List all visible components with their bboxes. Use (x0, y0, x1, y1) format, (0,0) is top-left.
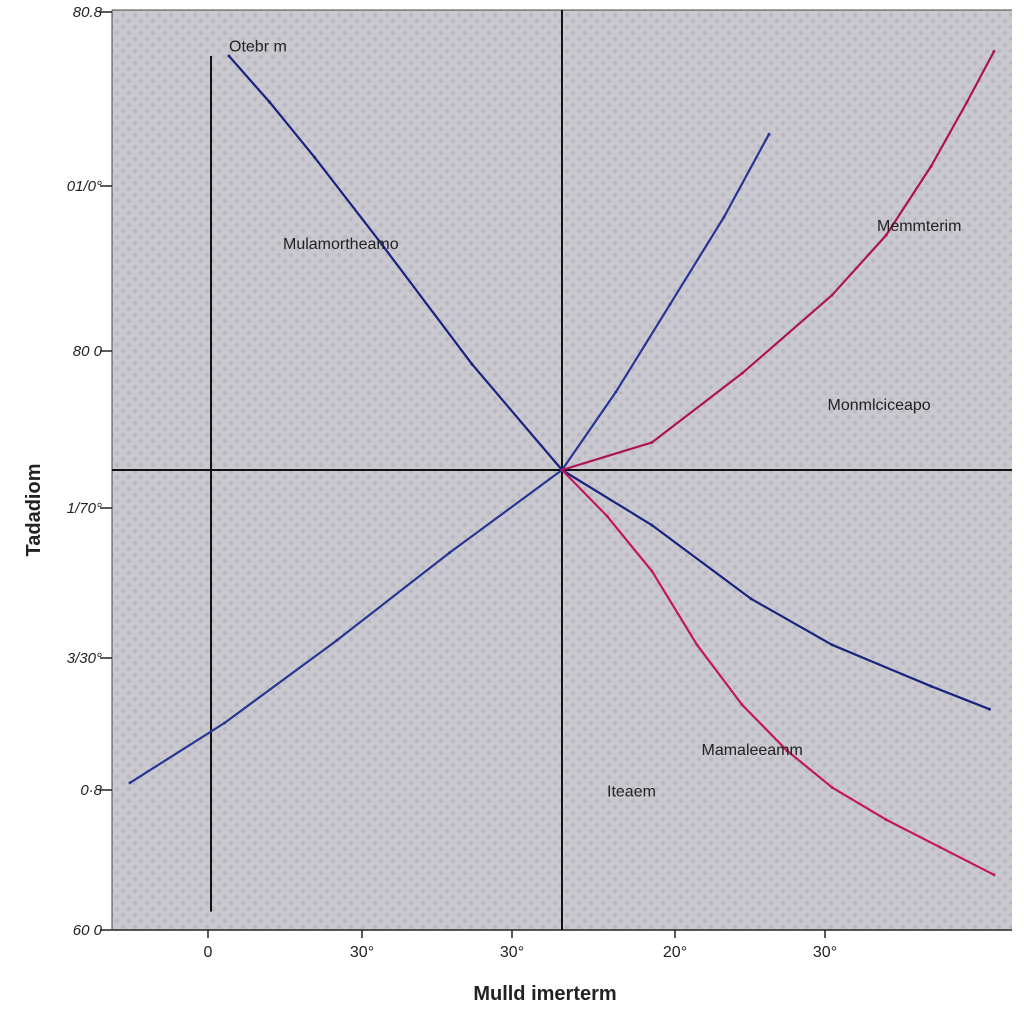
data-point (470, 362, 474, 366)
data-point (267, 100, 272, 104)
data-point (830, 293, 834, 297)
data-point (740, 371, 744, 375)
x-tick-label: 30° (500, 944, 524, 961)
annotation-label: Mulamortheamo (283, 236, 399, 253)
data-point (992, 49, 996, 54)
annotation-label: Iteaem (607, 784, 656, 801)
data-point (929, 684, 933, 688)
data-point (722, 215, 726, 219)
data-point (884, 818, 888, 822)
y-tick-label: 80 0 (73, 343, 103, 360)
data-point (222, 721, 227, 725)
data-point (380, 243, 384, 247)
x-tick-label: 20° (663, 944, 687, 961)
data-point (929, 164, 933, 168)
data-point (447, 551, 452, 555)
data-point (695, 643, 699, 647)
y-tick-label: 1/70° (67, 500, 102, 517)
data-point (650, 523, 654, 527)
data-point (614, 390, 618, 394)
data-point (560, 468, 564, 472)
data-point (987, 707, 992, 711)
data-point (992, 873, 996, 877)
annotation-label: Monmlciceapo (828, 397, 931, 414)
data-point (128, 781, 132, 785)
series-line (560, 468, 996, 876)
annotation-label: Mamaleeamm (702, 742, 803, 759)
data-point (830, 643, 834, 647)
data-point (965, 100, 969, 104)
data-point (884, 233, 888, 237)
data-point (650, 569, 654, 573)
x-tick-label: 30° (350, 944, 374, 961)
axes (100, 9, 1012, 938)
label-layer: 80.8 01/0° 80 0 1/70° 3/30° 0·8 60 0 0 30° 30° 20°… (23, 4, 961, 1005)
data-point (605, 514, 609, 518)
x-axis-title: Mulld imerterm (473, 983, 616, 1005)
y-tick-label: 01/0° (67, 178, 102, 195)
y-tick-label: 80.8 (73, 4, 103, 21)
data-point (668, 302, 672, 306)
y-axis-title: Tadadiom (23, 464, 45, 557)
data-point (785, 749, 789, 753)
x-tick-label: 30° (813, 944, 837, 961)
y-tick-label: 0·8 (80, 782, 102, 799)
annotation-label: Otebr m (229, 38, 287, 55)
data-point (335, 638, 339, 642)
annotation-label: Memmterim (877, 218, 961, 235)
data-point (749, 597, 753, 601)
series-layer (128, 49, 996, 877)
data-point (830, 785, 834, 790)
data-point (312, 155, 317, 159)
y-tick-label: 60 0 (73, 922, 103, 939)
data-point (227, 54, 231, 58)
series-line (560, 50, 996, 472)
data-point (740, 703, 744, 707)
data-point (938, 845, 942, 849)
data-point (650, 440, 654, 444)
y-tick-label: 3/30° (67, 650, 102, 667)
x-tick-label: 0 (204, 944, 213, 961)
data-point (767, 132, 771, 136)
